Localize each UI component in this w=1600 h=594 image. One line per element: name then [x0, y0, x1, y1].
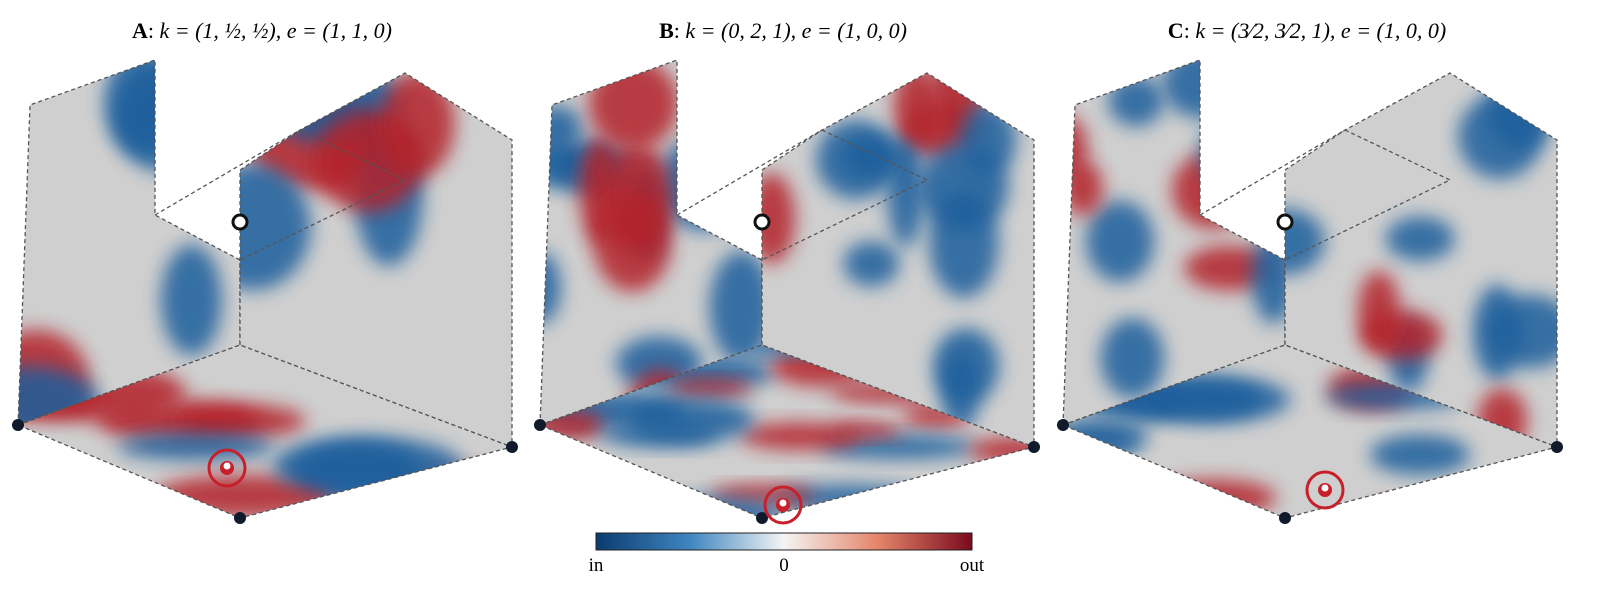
- corner-dot: [1279, 512, 1291, 524]
- target-ring: [207, 448, 247, 488]
- center-point: [231, 213, 249, 231]
- wave-blob: [705, 97, 744, 147]
- panel-title: A: k = (1, ½, ½), e = (1, 1, 0): [132, 18, 392, 43]
- target-center: [1321, 484, 1329, 492]
- wave-blob: [380, 73, 455, 177]
- wave-blob: [658, 135, 750, 231]
- wave-blob: [1358, 271, 1400, 347]
- wave-blob: [540, 105, 583, 151]
- corner-dot: [1028, 441, 1040, 453]
- panel-label: B: [659, 18, 674, 43]
- wave-blob: [1458, 94, 1542, 179]
- wave-blob: [815, 120, 896, 199]
- center-point: [1276, 213, 1294, 231]
- wave-blob: [1487, 294, 1557, 368]
- panel-title: B: k = (0, 2, 1), e = (1, 0, 0): [659, 18, 907, 43]
- wave-blob: [709, 251, 762, 364]
- wave-blob: [762, 173, 796, 264]
- center-point: [753, 213, 771, 231]
- wave-blob: [1285, 208, 1325, 275]
- target-ring: [1305, 470, 1345, 510]
- wave-blob: [240, 164, 311, 291]
- wave-blob: [593, 191, 672, 292]
- inner-edge: [1199, 129, 1452, 261]
- panel-formula: k = (3⁄2, 3⁄2, 1), e = (1, 0, 0): [1195, 18, 1446, 43]
- corner-dot: [1551, 441, 1563, 453]
- panel-label: A: [132, 18, 148, 43]
- wave-blob: [117, 432, 274, 460]
- colon: :: [148, 18, 160, 43]
- wave-blob: [929, 189, 999, 298]
- wave-blob: [893, 73, 940, 144]
- wave-blob: [160, 244, 222, 356]
- corner-dot: [506, 441, 518, 453]
- panel: [1057, 59, 1563, 524]
- wave-blob: [941, 350, 980, 433]
- wave-blob: [1171, 152, 1253, 229]
- wave-blob: [1100, 317, 1165, 399]
- wave-blob: [1108, 75, 1164, 127]
- corner-dot: [756, 512, 768, 524]
- inner-edge: [676, 129, 929, 261]
- wave-blob: [272, 436, 462, 495]
- colon: :: [1184, 18, 1196, 43]
- panel-formula: k = (0, 2, 1), e = (1, 0, 0): [685, 18, 907, 43]
- corner-dot: [12, 419, 24, 431]
- panel-title: C: k = (3⁄2, 3⁄2, 1), e = (1, 0, 0): [1168, 18, 1446, 43]
- wave-blob: [540, 251, 561, 324]
- inner-edge: [154, 129, 407, 261]
- panel: [12, 59, 518, 524]
- colorbar-mid: 0: [779, 555, 789, 576]
- wave-blob: [1086, 200, 1154, 282]
- target-center: [779, 499, 787, 507]
- wave-blob: [1369, 500, 1519, 518]
- wave-blob: [1149, 479, 1277, 517]
- panel-label: C: [1168, 18, 1184, 43]
- wave-blob: [588, 60, 679, 150]
- wave-blob: [831, 421, 902, 439]
- wave-blob: [1063, 161, 1104, 216]
- wave-blob: [1385, 216, 1455, 261]
- wave-blob: [114, 62, 220, 173]
- wave-blob: [843, 241, 900, 287]
- wave-blob: [374, 469, 512, 518]
- wave-blob: [968, 437, 1034, 464]
- wave-blob: [739, 422, 861, 450]
- colorbar-min: in: [589, 555, 604, 576]
- target-center: [223, 462, 231, 470]
- panel: [534, 59, 1040, 524]
- face: [240, 73, 512, 447]
- colon: :: [674, 18, 686, 43]
- wave-blob: [175, 404, 306, 438]
- corner-dot: [1057, 419, 1069, 431]
- colorbar: [595, 532, 973, 551]
- wave-blob: [959, 103, 1017, 177]
- colorbar-max: out: [960, 555, 985, 576]
- wave-blob: [627, 397, 755, 442]
- corner-dot: [534, 419, 546, 431]
- wave-blob: [1370, 434, 1470, 475]
- panel-formula: k = (1, ½, ½), e = (1, 1, 0): [159, 18, 392, 43]
- corner-dot: [234, 512, 246, 524]
- wave-blob: [819, 434, 976, 460]
- wave-blob: [667, 378, 753, 398]
- wave-blob: [345, 487, 475, 513]
- wave-blob: [1147, 377, 1291, 422]
- target-ring: [763, 485, 803, 525]
